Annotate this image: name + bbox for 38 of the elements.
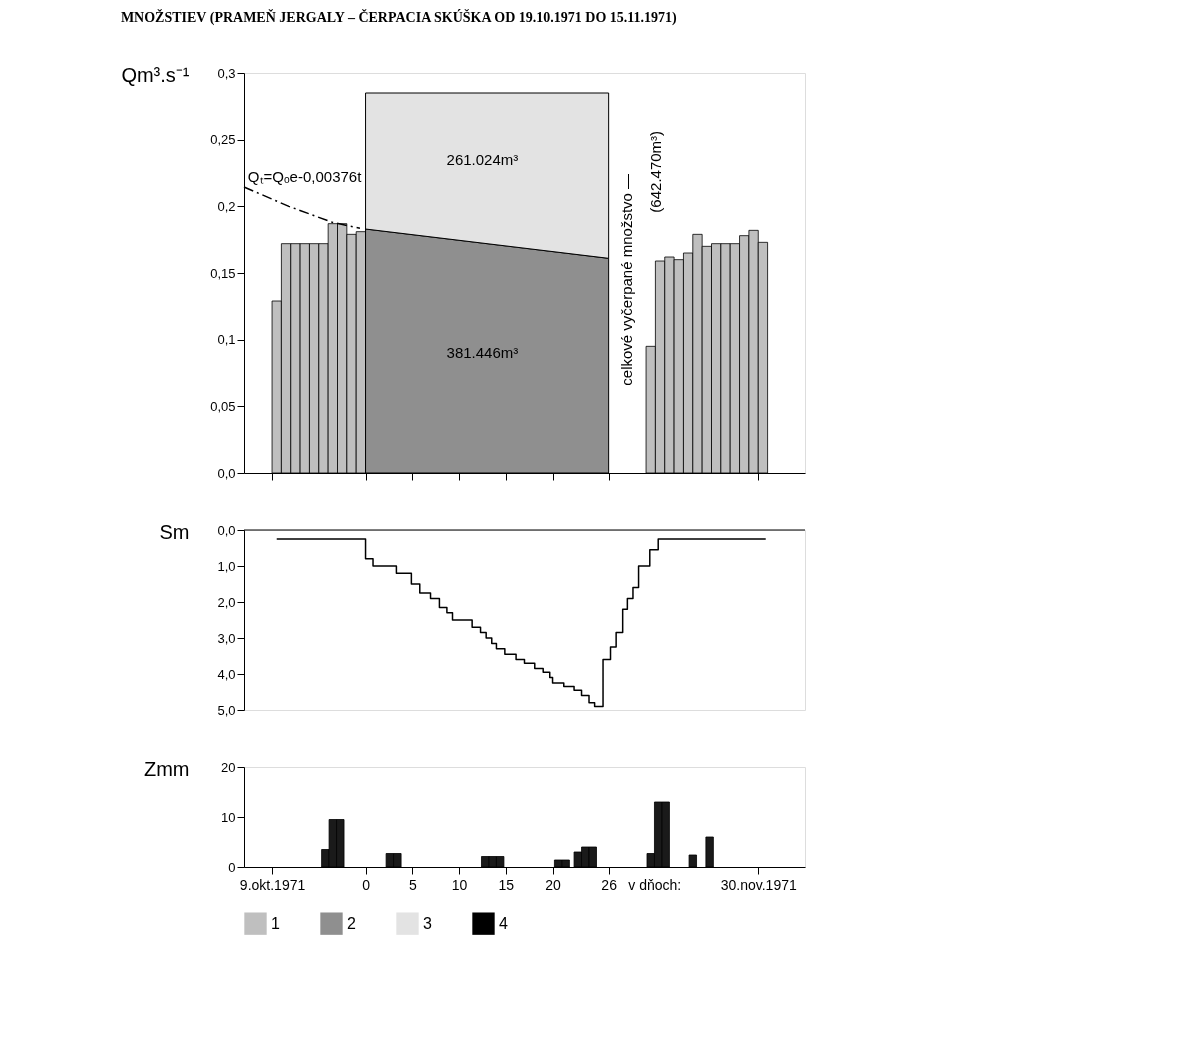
- y-axis-title: Zmm: [143, 757, 190, 780]
- y-tick-label: 2,0: [217, 594, 236, 610]
- y-tick-label: 20: [221, 759, 236, 775]
- annotation: celkové vyčerpané množstvo —: [617, 173, 635, 386]
- legend-label: 2: [347, 914, 356, 932]
- y-tick-label: 5,0: [217, 702, 236, 718]
- y-axis-title: Sm: [159, 520, 190, 543]
- y-tick-label: 4,0: [217, 666, 236, 682]
- legend-label: 4: [499, 914, 508, 932]
- text: v dňoch:: [628, 877, 682, 893]
- legend-label: 1: [271, 914, 280, 932]
- legend-label: 3: [423, 914, 432, 932]
- y-axis-title: Qm³.s⁻¹: [121, 63, 190, 86]
- annotation: 261.024m³: [446, 150, 519, 168]
- x-tick-label: 9.okt.1971: [239, 876, 306, 893]
- x-tick-label: 10: [451, 876, 468, 893]
- annotation: (642.470m³): [647, 130, 665, 213]
- chart-title: MNOŽSTIEV (PRAMEŇ JERGALY – ČERPACIA SKÚŠKA OD 19.10.1971 DO 15.11.1971): [120, 9, 678, 26]
- x-tick-label: 5: [408, 876, 417, 893]
- y-tick-label: 3,0: [217, 630, 236, 646]
- y-tick-label: 0,0: [217, 522, 236, 538]
- x-tick-label: 0: [362, 876, 371, 893]
- x-tick-label: 20: [545, 876, 562, 893]
- y-tick-label: 10: [221, 809, 236, 825]
- y-tick-label: 0,15: [210, 265, 236, 281]
- y-tick-label: 0,3: [217, 65, 236, 81]
- y-tick-label: 0,2: [217, 198, 236, 214]
- y-tick-label: 0,0: [217, 465, 236, 481]
- y-tick-label: 0,1: [217, 332, 236, 348]
- x-tick-label: 26: [601, 876, 618, 893]
- y-tick-label: 0,05: [210, 398, 236, 414]
- y-tick-label: 0,25: [210, 132, 236, 148]
- annotation: 381.446m³: [446, 344, 519, 361]
- x-tick-label: 15: [498, 876, 515, 893]
- y-tick-label: 1,0: [217, 558, 236, 574]
- x-tick-label: 30.nov.1971: [720, 876, 797, 893]
- y-tick-label: 0: [228, 859, 236, 875]
- annotation: Qₜ=Qₒe-0,00376t: [247, 168, 363, 185]
